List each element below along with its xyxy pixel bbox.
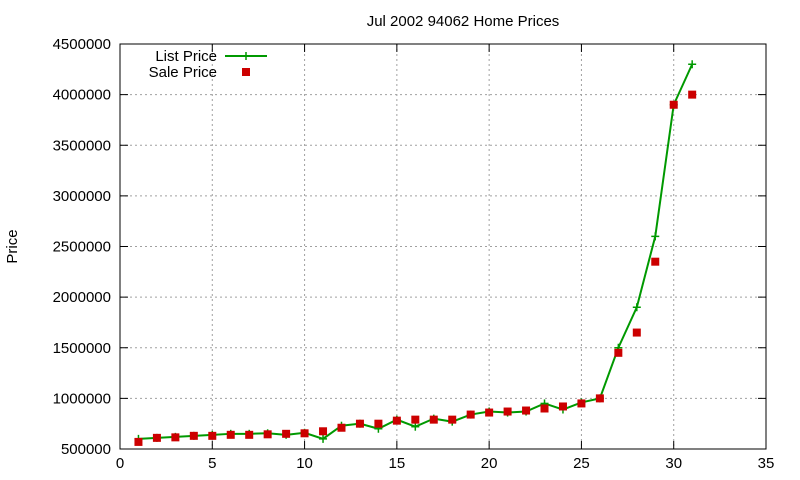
- sale-price-point: [558, 402, 567, 411]
- y-tick-label: 3500000: [53, 137, 111, 154]
- sale-price-point: [245, 430, 254, 439]
- y-tick-label: 3000000: [53, 188, 111, 205]
- y-tick-label: 500000: [61, 441, 111, 458]
- sale-price-point: [355, 419, 364, 428]
- sale-price-point: [595, 394, 604, 403]
- y-tick-label: 1000000: [53, 390, 111, 407]
- x-tick-label: 35: [758, 455, 775, 472]
- sale-price-point: [134, 437, 143, 446]
- sale-price-point: [374, 419, 383, 428]
- sale-price-point: [263, 430, 272, 439]
- x-tick-label: 30: [665, 455, 682, 472]
- legend-label: Sale Price: [149, 64, 217, 81]
- sale-price-point: [448, 415, 457, 424]
- sale-price-point: [282, 429, 291, 438]
- y-tick-label: 4500000: [53, 36, 111, 53]
- axis-ticks: 0 5 10 15 20 25 30 35 500000 1000000 1500000 200000…: [53, 36, 775, 472]
- sale-price-point: [632, 328, 641, 337]
- x-tick-label: 0: [116, 455, 124, 472]
- sale-price-point: [337, 423, 346, 432]
- list-price-point: [632, 303, 641, 312]
- y-tick-label: 4000000: [53, 87, 111, 104]
- sale-price-point: [189, 431, 198, 440]
- sale-price-point: [392, 416, 401, 425]
- list-price-point: [319, 434, 328, 443]
- sale-price-point: [540, 404, 549, 413]
- sale-price-point: [522, 406, 531, 415]
- sale-price-point: [688, 90, 697, 99]
- sale-price-point: [577, 399, 586, 408]
- y-tick-label: 2000000: [53, 289, 111, 306]
- sale-price-point: [669, 100, 678, 109]
- x-tick-label: 10: [296, 455, 313, 472]
- sale-price-point: [651, 257, 660, 266]
- sale-price-point: [614, 348, 623, 357]
- x-tick-label: 5: [208, 455, 216, 472]
- sale-price-point: [152, 433, 161, 442]
- list-price-point: [411, 422, 420, 431]
- y-tick-label: 2500000: [53, 239, 111, 256]
- sale-price-point: [466, 410, 475, 419]
- chart-title: Jul 2002 94062 Home Prices: [367, 13, 560, 30]
- sale-price-point: [300, 429, 309, 438]
- x-tick-label: 20: [481, 455, 498, 472]
- legend-label: List Price: [155, 48, 217, 65]
- y-axis-label: Price: [4, 229, 21, 263]
- legend-plus-marker: [242, 52, 250, 60]
- sale-price-point: [171, 433, 180, 442]
- list-price-point: [651, 232, 660, 241]
- list-price-point: [688, 60, 697, 69]
- sale-price-point: [429, 415, 438, 424]
- sale-price-point: [503, 407, 512, 416]
- legend-square-marker: [242, 68, 250, 76]
- series-1: [134, 90, 697, 446]
- y-tick-label: 1500000: [53, 340, 111, 357]
- sale-price-point: [485, 408, 494, 417]
- sale-price-point: [208, 431, 217, 440]
- x-tick-label: 25: [573, 455, 590, 472]
- sale-price-point: [411, 415, 420, 424]
- series-layer: [134, 60, 697, 446]
- sale-price-point: [226, 430, 235, 439]
- sale-price-point: [319, 427, 328, 436]
- x-tick-label: 15: [389, 455, 406, 472]
